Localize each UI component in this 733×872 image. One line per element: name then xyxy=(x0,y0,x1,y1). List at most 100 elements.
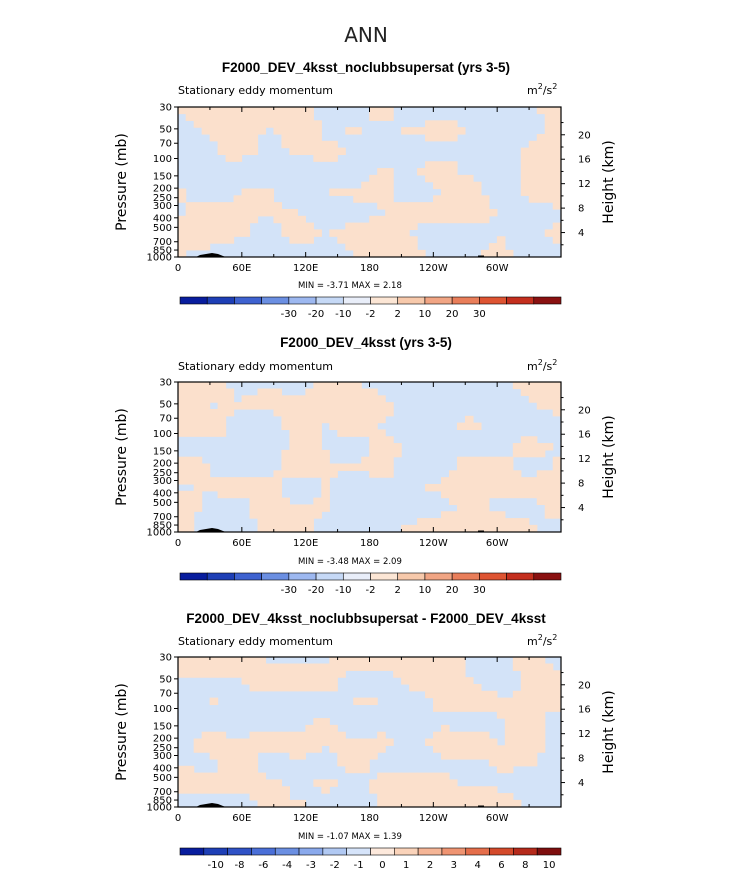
positive-cell xyxy=(528,388,538,396)
positive-cell xyxy=(536,154,546,162)
positive-cell xyxy=(480,477,490,485)
positive-cell xyxy=(217,483,227,492)
positive-cell xyxy=(520,718,530,726)
positive-cell xyxy=(520,181,530,190)
positive-cell xyxy=(297,731,306,740)
positive-cell xyxy=(552,483,561,492)
positive-cell xyxy=(353,422,362,431)
positive-cell xyxy=(273,524,283,532)
positive-cell xyxy=(504,483,514,492)
positive-cell xyxy=(185,772,195,781)
positive-cell xyxy=(178,395,187,403)
positive-cell xyxy=(377,402,386,410)
positive-cell xyxy=(345,738,354,746)
positive-cell xyxy=(433,779,442,787)
positive-cell xyxy=(433,524,442,532)
positive-cell xyxy=(329,463,338,471)
positive-cell xyxy=(313,388,322,396)
positive-cell xyxy=(536,718,546,726)
positive-cell xyxy=(281,511,291,519)
positive-cell xyxy=(464,188,474,196)
positive-cell xyxy=(209,408,219,417)
positive-cell xyxy=(297,449,306,458)
positive-cell xyxy=(265,663,275,671)
positive-cell xyxy=(273,497,283,506)
positive-cell xyxy=(249,765,259,774)
positive-cell xyxy=(544,229,554,237)
positive-cell xyxy=(512,518,522,526)
positive-cell xyxy=(480,504,490,512)
colorbar-label: 30 xyxy=(473,309,486,320)
positive-cell xyxy=(536,738,546,746)
positive-cell xyxy=(201,415,211,424)
colorbar-swatch xyxy=(234,296,262,305)
positive-cell xyxy=(552,188,561,196)
positive-cell xyxy=(512,731,522,740)
positive-cell xyxy=(528,663,538,671)
positive-cell xyxy=(329,154,338,162)
positive-cell xyxy=(528,670,538,678)
positive-cell xyxy=(273,127,283,135)
positive-cell xyxy=(425,657,434,665)
positive-cell xyxy=(504,745,514,753)
positive-cell xyxy=(472,690,482,699)
positive-cell xyxy=(504,249,514,257)
positive-cell xyxy=(536,490,546,499)
positive-cell xyxy=(281,133,291,142)
positive-cell xyxy=(289,140,298,149)
positive-cell xyxy=(480,738,490,746)
positive-cell xyxy=(544,677,554,685)
positive-cell xyxy=(361,415,370,424)
positive-cell xyxy=(201,745,211,753)
positive-cell xyxy=(536,497,546,506)
positive-cell xyxy=(281,677,291,685)
positive-cell xyxy=(329,731,338,740)
positive-cell xyxy=(464,208,474,217)
positive-cell xyxy=(464,422,474,431)
positive-cell xyxy=(201,107,211,115)
positive-cell xyxy=(281,524,291,532)
positive-cell xyxy=(544,704,554,712)
positive-cell xyxy=(480,799,490,807)
positive-cell xyxy=(393,779,402,787)
positive-cell xyxy=(265,113,275,121)
positive-cell xyxy=(512,449,522,458)
positive-cell xyxy=(512,718,522,726)
positive-cell xyxy=(297,395,306,403)
positive-cell xyxy=(377,215,386,224)
positive-cell xyxy=(361,408,370,417)
positive-cell xyxy=(201,408,211,417)
positive-cell xyxy=(233,490,243,499)
colorbar-swatch xyxy=(261,572,290,581)
positive-cell xyxy=(544,663,554,671)
positive-cell xyxy=(464,738,474,746)
positive-cell xyxy=(329,382,338,390)
positive-cell xyxy=(377,443,386,451)
positive-cell xyxy=(353,745,362,753)
positive-cell xyxy=(552,477,561,485)
positive-cell xyxy=(456,786,466,794)
positive-cell xyxy=(225,107,235,115)
positive-cell xyxy=(249,120,259,128)
positive-cell xyxy=(536,690,546,699)
positive-cell xyxy=(369,470,378,478)
positive-cell xyxy=(520,731,530,740)
positive-cell xyxy=(313,229,322,237)
positive-cell xyxy=(552,704,561,712)
positive-cell xyxy=(448,181,458,190)
positive-cell xyxy=(265,202,275,210)
positive-cell xyxy=(512,483,522,492)
positive-cell xyxy=(401,663,410,671)
positive-cell xyxy=(185,765,195,774)
colorbar-swatch xyxy=(206,296,235,305)
positive-cell xyxy=(337,731,346,740)
colorbar-swatch xyxy=(315,572,344,581)
positive-cell xyxy=(297,677,306,685)
positive-cell xyxy=(313,120,322,128)
positive-cell xyxy=(273,395,283,403)
positive-cell xyxy=(257,208,267,217)
colorbar-swatch xyxy=(288,572,317,581)
positive-cell xyxy=(321,415,330,424)
positive-cell xyxy=(417,168,426,176)
positive-cell xyxy=(257,793,267,801)
